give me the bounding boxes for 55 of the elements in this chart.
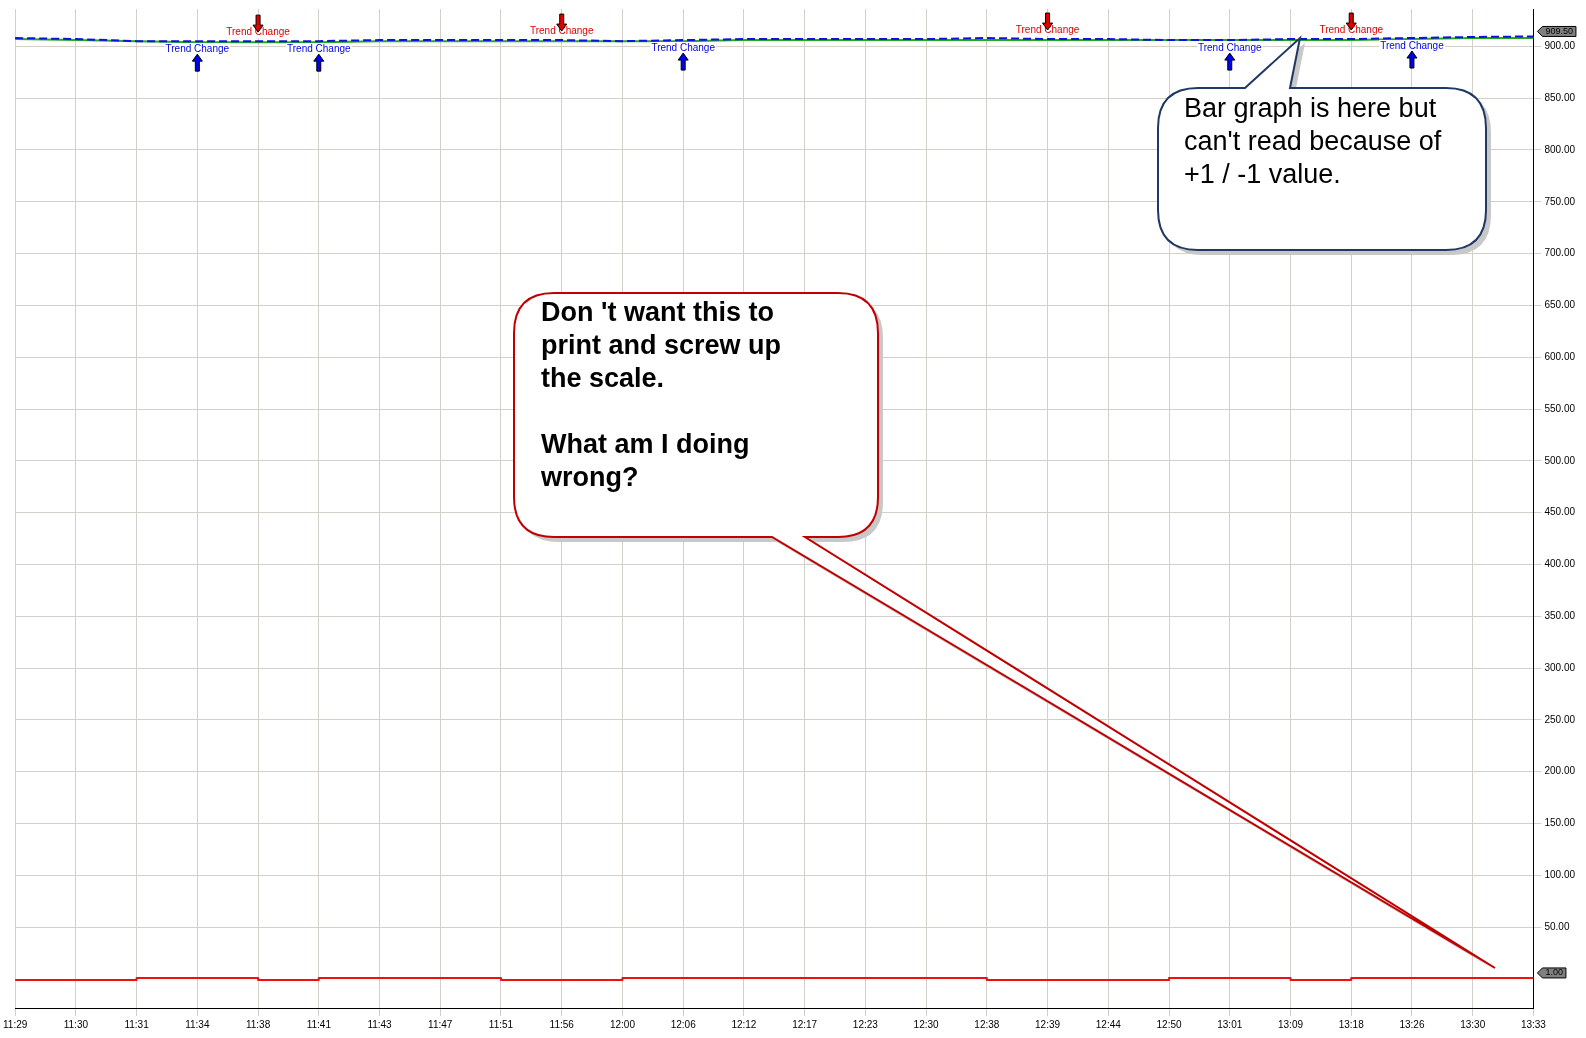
y-tick-label: 50.00 bbox=[1544, 920, 1570, 932]
x-tick-label: 12:44 bbox=[1095, 1018, 1122, 1030]
annotation: Trend Change bbox=[1380, 39, 1445, 51]
x-tick-label: 13:01 bbox=[1217, 1018, 1243, 1030]
x-tick-label: 12:39 bbox=[1035, 1018, 1061, 1030]
y-tick-label: 500.00 bbox=[1544, 454, 1576, 466]
x-tick-label: 11:41 bbox=[306, 1018, 332, 1030]
y-tick-label: 800.00 bbox=[1544, 143, 1576, 155]
y-tick-label: 450.00 bbox=[1544, 506, 1576, 518]
y-tick-label: 250.00 bbox=[1544, 713, 1576, 725]
x-tick-label: 12:30 bbox=[913, 1018, 940, 1030]
x-tick-label: 11:47 bbox=[428, 1018, 453, 1030]
y-tick-label: 400.00 bbox=[1544, 558, 1576, 570]
y-tick-label: 600.00 bbox=[1544, 350, 1576, 362]
y-tick-label: 900.00 bbox=[1544, 40, 1576, 52]
x-tick-label: 13:18 bbox=[1338, 1018, 1365, 1030]
x-tick-label: 12:17 bbox=[792, 1018, 818, 1030]
y-tick-label: 650.00 bbox=[1544, 299, 1576, 311]
y-tick-label: 850.00 bbox=[1544, 91, 1576, 103]
x-tick-label: 12:50 bbox=[1156, 1018, 1182, 1030]
annotation: Trend Change bbox=[287, 42, 352, 54]
annotation: Trend Change bbox=[1197, 41, 1262, 53]
x-tick-label: 11:29 bbox=[2, 1018, 28, 1030]
x-tick-label: 13:33 bbox=[1520, 1018, 1547, 1030]
x-tick-label: 13:30 bbox=[1460, 1018, 1486, 1030]
x-tick-label: 12:23 bbox=[852, 1018, 879, 1030]
annotation: 909.50 bbox=[1545, 25, 1573, 36]
annotation: Trend Change bbox=[651, 41, 716, 53]
x-tick-label: 11:56 bbox=[549, 1018, 575, 1030]
y-tick-label: 550.00 bbox=[1544, 402, 1576, 414]
x-tick-label: 11:34 bbox=[185, 1018, 210, 1030]
x-tick-label: 13:09 bbox=[1277, 1018, 1304, 1030]
y-tick-label: 200.00 bbox=[1544, 765, 1576, 777]
x-tick-label: 12:06 bbox=[670, 1018, 697, 1030]
annotation: Trend Change bbox=[226, 25, 291, 37]
y-tick-label: 350.00 bbox=[1544, 610, 1576, 622]
x-tick-label: 11:31 bbox=[124, 1018, 150, 1030]
text: Don 't want this to print and screw up the scale. What am I doing wrong? bbox=[541, 297, 782, 492]
x-tick-label: 11:43 bbox=[367, 1018, 393, 1030]
y-tick-label: 700.00 bbox=[1544, 247, 1576, 259]
x-tick-label: 11:38 bbox=[245, 1018, 271, 1030]
x-tick-label: 12:38 bbox=[974, 1018, 1000, 1030]
x-tick-label: 11:51 bbox=[488, 1018, 514, 1030]
y-tick-label: 750.00 bbox=[1544, 195, 1576, 207]
x-tick-label: 12:00 bbox=[609, 1018, 636, 1030]
x-tick-label: 11:30 bbox=[63, 1018, 89, 1030]
x-tick-label: 12:12 bbox=[731, 1018, 757, 1030]
annotation: Bar graph is here but can't read because of +1 / -1 value. bbox=[1184, 92, 1443, 191]
y-tick-label: 100.00 bbox=[1544, 869, 1576, 881]
x-tick-label: 13:26 bbox=[1399, 1018, 1425, 1030]
y-tick-label: 150.00 bbox=[1544, 817, 1576, 829]
y-tick-label: 300.00 bbox=[1544, 661, 1576, 673]
annotation: Trend Change bbox=[529, 24, 594, 36]
annotation: Trend Change bbox=[165, 42, 230, 54]
annotation: 1.00 bbox=[1545, 967, 1563, 978]
